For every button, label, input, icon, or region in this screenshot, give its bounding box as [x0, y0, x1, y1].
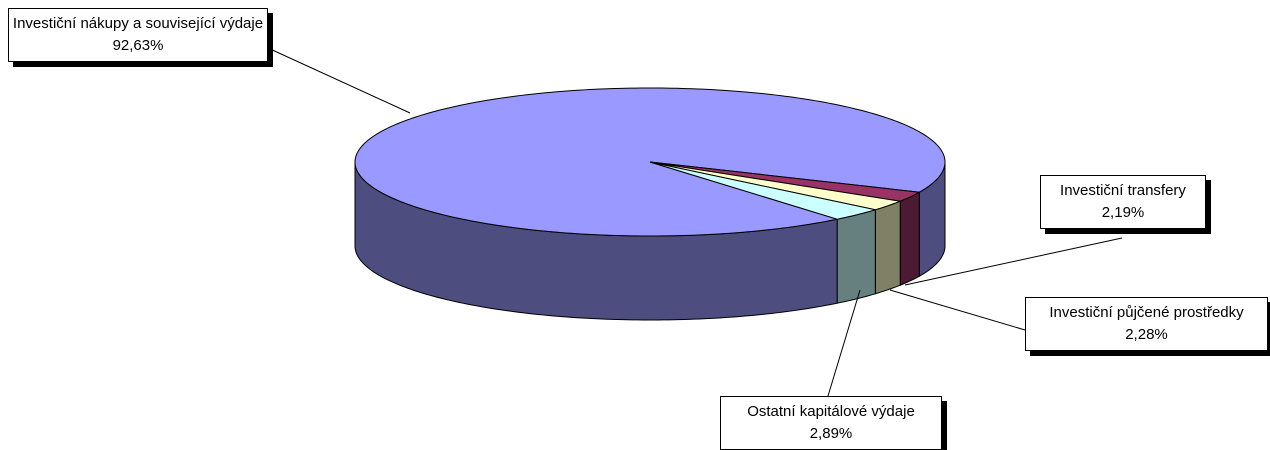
label-name: Ostatní kapitálové výdaje: [747, 403, 915, 420]
leader-line: [267, 47, 411, 114]
label-value: 92,63%: [112, 37, 164, 54]
slice-top: [649, 161, 921, 202]
leader-line: [904, 237, 1123, 286]
slice-top: [649, 161, 903, 211]
label-value: 2,19%: [1101, 204, 1145, 221]
label-value: 2,28%: [1125, 326, 1168, 343]
data-label: Investiční transfery 2,19%: [1040, 175, 1206, 229]
slice-side: [899, 191, 920, 286]
label-name: Investiční transfery: [1060, 182, 1186, 199]
slice-side: [836, 209, 876, 304]
data-label: Investiční nákupy a související výdaje 92…: [8, 8, 268, 62]
leader-line: [889, 289, 1026, 331]
label-name: Investiční půjčené prostředky: [1049, 304, 1244, 321]
data-label: Ostatní kapitálové výdaje 2,89%: [720, 396, 942, 450]
leader-line: [827, 289, 861, 397]
label-name: Investiční nákupy a související výdaje: [12, 15, 264, 32]
data-label: Investiční půjčené prostředky 2,28%: [1025, 297, 1268, 351]
slice-top: [649, 161, 876, 220]
label-value: 2,89%: [809, 425, 853, 442]
slice-side: [874, 200, 901, 295]
